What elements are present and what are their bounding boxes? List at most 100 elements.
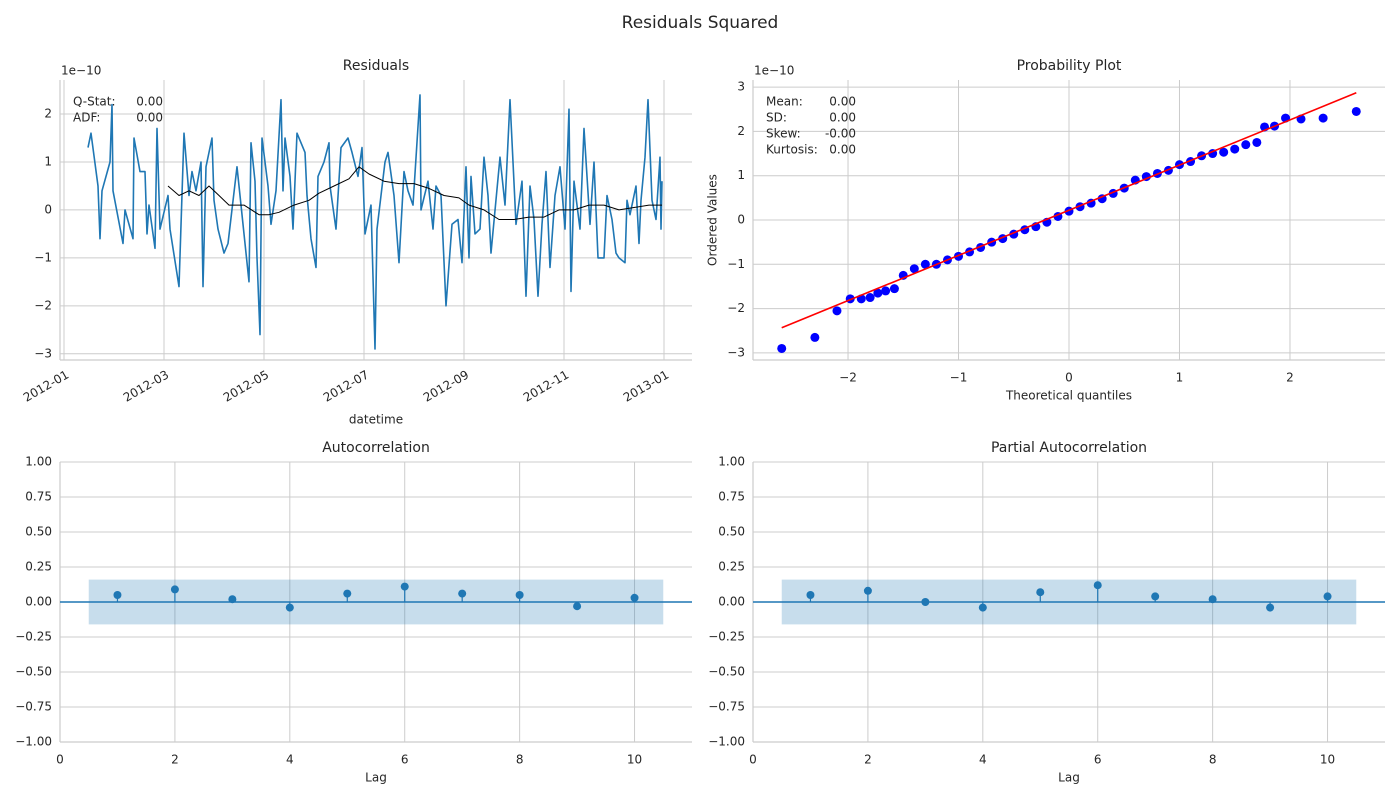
stat-label: ADF: <box>73 111 100 125</box>
stat-value: 0.00 <box>136 111 163 125</box>
point <box>832 306 842 316</box>
stem-marker <box>458 589 467 598</box>
point <box>1252 137 1262 147</box>
y-tick-label: 1 <box>44 154 52 168</box>
x-tick-label: −1 <box>950 371 968 385</box>
stem-marker <box>1151 592 1160 601</box>
x-axis-label: Theoretical quantiles <box>1005 389 1132 403</box>
stem-marker <box>1266 603 1275 612</box>
point <box>865 293 875 303</box>
x-tick-label: 4 <box>979 753 987 767</box>
y-tick-label: −1.00 <box>708 735 745 749</box>
stem-marker <box>1093 581 1102 590</box>
stem-marker <box>343 589 352 598</box>
stem-marker <box>285 603 294 612</box>
point <box>920 259 930 269</box>
axis-title: Autocorrelation <box>322 440 430 456</box>
x-tick-label: 0 <box>1065 371 1073 385</box>
y-tick-label: −1 <box>727 257 745 271</box>
stat-value: 0.00 <box>829 143 856 157</box>
stat-label: Skew: <box>766 127 801 141</box>
y-tick-label: 0.25 <box>25 560 52 574</box>
y-tick-label: −0.75 <box>15 700 52 714</box>
y-tick-label: 1 <box>737 168 745 182</box>
x-tick-label: 0 <box>749 753 757 767</box>
point <box>881 286 891 296</box>
stem-marker <box>113 591 122 599</box>
x-tick-label: 10 <box>627 753 642 767</box>
y-tick-label: −1.00 <box>15 735 52 749</box>
stat-value: -0.00 <box>825 127 856 141</box>
stat-value: 0.00 <box>829 111 856 125</box>
y-tick-label: 0.50 <box>718 525 745 539</box>
y-tick-label: 0.00 <box>25 595 52 609</box>
y-tick-label: 0.75 <box>25 490 52 504</box>
y-tick-label: −0.75 <box>708 700 745 714</box>
y-tick-label: 0 <box>737 213 745 227</box>
x-tick-label: 6 <box>401 753 409 767</box>
axis-title: Residuals <box>343 58 409 74</box>
x-tick-label: −2 <box>839 371 857 385</box>
x-tick-label: 8 <box>1209 753 1217 767</box>
axis-title: Probability Plot <box>1017 58 1122 74</box>
point <box>909 264 919 274</box>
x-tick-label: 10 <box>1320 753 1335 767</box>
stem-marker <box>921 598 930 606</box>
x-tick-label: 0 <box>56 753 64 767</box>
stat-label: Kurtosis: <box>766 143 818 157</box>
point <box>889 284 899 294</box>
y-tick-label: −2 <box>727 301 745 315</box>
stem-marker <box>630 593 639 602</box>
line-series <box>87 94 663 350</box>
stat-label: Mean: <box>766 95 803 109</box>
stat-value: 0.00 <box>136 95 163 109</box>
x-axis-label: Lag <box>365 771 387 785</box>
y-tick-label: −1 <box>34 250 52 264</box>
y-tick-label: −0.25 <box>708 630 745 644</box>
x-tick-label: 2 <box>864 753 872 767</box>
y-tick-label: 0.75 <box>718 490 745 504</box>
y-tick-label: −2 <box>34 298 52 312</box>
point <box>1351 106 1361 116</box>
y-tick-label: 0.50 <box>25 525 52 539</box>
y-tick-label: 2 <box>44 107 52 121</box>
stem-marker <box>806 591 815 599</box>
y-axis-label: Ordered Values <box>706 174 720 266</box>
stat-value: 0.00 <box>829 95 856 109</box>
point <box>873 288 883 298</box>
line-series <box>167 166 662 220</box>
point <box>777 343 787 353</box>
x-tick-label: 8 <box>516 753 524 767</box>
stem-marker <box>515 591 524 599</box>
x-axis-label: Lag <box>1058 771 1080 785</box>
y-tick-label: 1.00 <box>718 455 745 469</box>
y-offset-label: 1e−10 <box>754 64 794 78</box>
stem-marker <box>228 595 237 604</box>
x-tick-label: 2 <box>1286 371 1294 385</box>
y-offset-label: 1e−10 <box>61 64 101 78</box>
x-axis-label: datetime <box>349 413 403 427</box>
y-tick-label: 1.00 <box>25 455 52 469</box>
x-tick-label: 6 <box>1094 753 1102 767</box>
y-tick-label: −3 <box>727 345 745 359</box>
stat-label: Q-Stat: <box>73 95 116 109</box>
figure-title: Residuals Squared <box>622 13 779 33</box>
point <box>1318 113 1328 123</box>
point <box>1219 147 1229 157</box>
y-tick-label: 3 <box>737 80 745 94</box>
stem-marker <box>170 585 179 594</box>
point <box>1230 144 1240 154</box>
axis-title: Partial Autocorrelation <box>991 440 1147 456</box>
y-tick-label: −0.50 <box>15 665 52 679</box>
stem-marker <box>573 602 582 611</box>
x-tick-label: 4 <box>286 753 294 767</box>
stem-marker <box>400 582 409 591</box>
stem-marker <box>1208 595 1217 604</box>
stem-marker <box>1323 592 1332 601</box>
point <box>1241 140 1251 150</box>
stem-marker <box>1036 588 1045 597</box>
x-tick-label: 2 <box>171 753 179 767</box>
y-tick-label: 2 <box>737 124 745 138</box>
